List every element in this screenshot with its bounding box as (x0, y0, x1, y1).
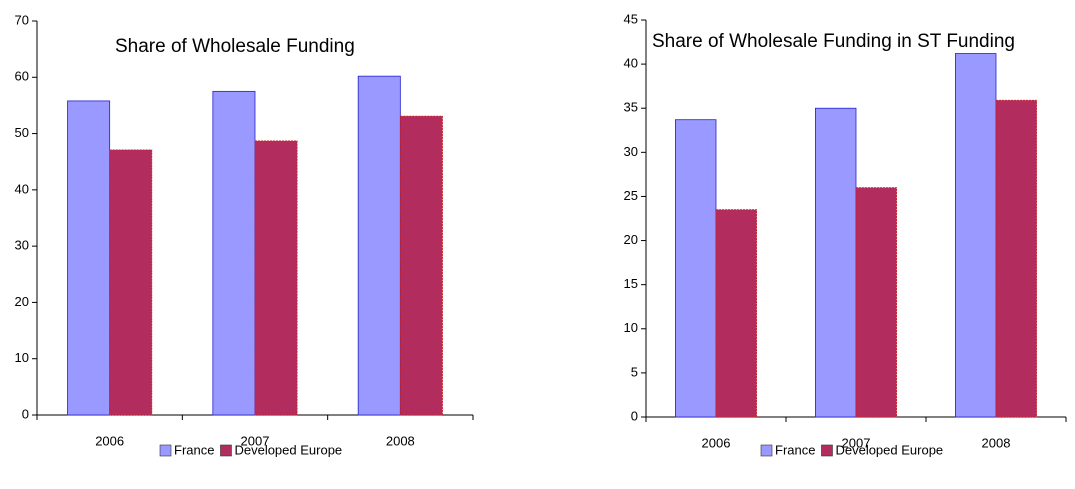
x-tick-label: 2006 (702, 435, 731, 450)
y-tick-label: 30 (15, 238, 29, 253)
y-tick-label: 0 (631, 408, 638, 423)
x-tick-label: 2008 (386, 433, 415, 448)
bar (399, 115, 443, 416)
bar (109, 149, 153, 416)
legend-swatch (220, 444, 232, 457)
y-tick-label: 5 (631, 364, 638, 379)
y-tick-label: 25 (624, 188, 638, 203)
legend-swatch (821, 444, 833, 457)
bar (212, 90, 256, 416)
legend-label: Developed Europe (234, 442, 342, 457)
x-tick-label: 2007 (241, 433, 270, 448)
bar (955, 53, 997, 418)
y-tick-label: 15 (624, 276, 638, 291)
bar (815, 107, 857, 418)
y-tick-label: 20 (624, 232, 638, 247)
bar (675, 119, 717, 418)
bar (855, 187, 897, 418)
y-tick-label: 20 (15, 294, 29, 309)
legend-label: France (775, 442, 815, 457)
y-tick-label: 50 (15, 125, 29, 140)
y-tick-label: 35 (624, 100, 638, 115)
y-tick-label: 10 (15, 350, 29, 365)
chart-title: Share of Wholesale Funding in ST Funding (652, 31, 1015, 52)
y-tick-label: 40 (15, 181, 29, 196)
bar (357, 75, 401, 416)
y-tick-label: 10 (624, 320, 638, 335)
chart-title: Share of Wholesale Funding (115, 36, 355, 57)
legend-label: Developed Europe (835, 442, 943, 457)
bar (254, 140, 298, 416)
y-tick-label: 60 (15, 69, 29, 84)
bar (715, 209, 757, 418)
legend-swatch (760, 444, 773, 457)
y-tick-label: 30 (624, 144, 638, 159)
legend-swatch (159, 444, 172, 457)
y-tick-label: 0 (22, 406, 29, 421)
x-tick-label: 2006 (95, 433, 124, 448)
x-tick-label: 2008 (982, 435, 1011, 450)
y-tick-label: 45 (624, 11, 638, 26)
y-tick-label: 40 (624, 56, 638, 71)
bar (67, 100, 111, 416)
bar (995, 99, 1037, 418)
legend-label: France (174, 442, 214, 457)
x-tick-label: 2007 (842, 435, 871, 450)
y-tick-label: 70 (15, 12, 29, 27)
